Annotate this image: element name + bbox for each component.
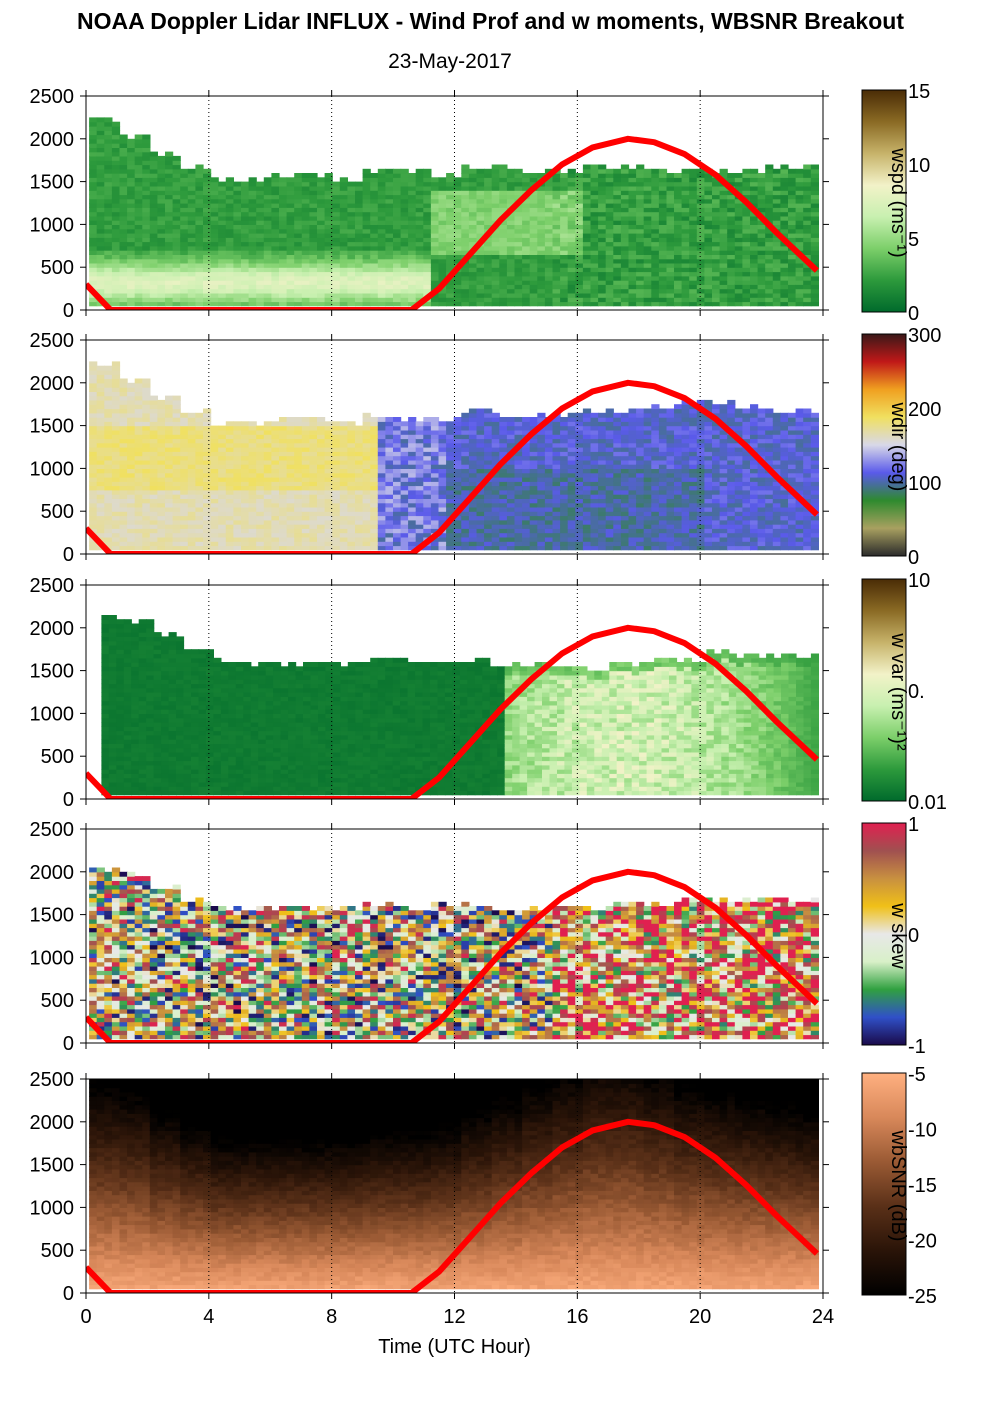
y-tick-label: 500 <box>41 746 74 768</box>
panel-5: 0 500 1000 1500 2000 2500 -25 -20 -15 -10 -5 wbSNR … <box>30 1064 937 1308</box>
panel-4: 0 500 1000 1500 2000 2500 -1 0 1 w skew <box>30 814 926 1058</box>
colorbar-tick-label: 0 <box>908 925 919 947</box>
colorbar-tick-label: 10 <box>908 155 930 177</box>
y-tick-label: 2000 <box>30 618 75 640</box>
panel-3-heatmap <box>101 615 819 796</box>
colorbar-label: wdir (deg) <box>887 402 909 492</box>
y-tick-label: 0 <box>63 544 74 566</box>
y-tick-label: 2000 <box>30 129 75 151</box>
colorbar-label: w skew <box>887 902 909 969</box>
panel-1: 0 500 1000 1500 2000 2500 0 5 10 15 wspd (ms⁻¹) <box>30 81 931 325</box>
overlay-curve <box>86 379 819 554</box>
colorbar-2 <box>861 333 907 557</box>
panel-4-heatmap <box>89 867 819 1040</box>
colorbar-tick-label: 100 <box>908 473 941 495</box>
colorbar-tick-label: 300 <box>908 325 941 347</box>
panel-3: 0 500 1000 1500 2000 2500 0.01 0. 10 w var (ms⁻¹)… <box>30 570 947 814</box>
overlay-curve <box>86 624 819 799</box>
colorbar-3 <box>861 578 907 802</box>
y-tick-label: 0 <box>63 789 74 811</box>
colorbar-tick-label: -10 <box>908 1120 937 1142</box>
colorbar-tick-label: -20 <box>908 1231 937 1253</box>
figure-subtitle: 23-May-2017 <box>388 50 512 73</box>
x-axis-label: Time (UTC Hour) <box>378 1336 531 1358</box>
colorbar-tick-label: 15 <box>908 81 930 103</box>
colorbar-tick-label: 5 <box>908 229 919 251</box>
colorbar-tick-label: -5 <box>908 1064 926 1086</box>
x-tick-label: 24 <box>812 1306 834 1328</box>
colorbar-tick-label: 10 <box>908 570 930 592</box>
y-tick-label: 1500 <box>30 661 75 683</box>
colorbar-5 <box>861 1072 907 1296</box>
overlay-curve <box>86 135 819 310</box>
y-tick-label: 0 <box>63 1283 74 1305</box>
y-tick-label: 1000 <box>30 703 75 725</box>
y-tick-label: 1500 <box>30 905 75 927</box>
y-tick-label: 0 <box>63 1033 74 1055</box>
y-tick-label: 2500 <box>30 330 75 352</box>
colorbar-tick-label: 200 <box>908 399 941 421</box>
x-tick-label: 8 <box>326 1306 337 1328</box>
overlay-curve <box>86 1118 819 1293</box>
y-tick-label: 500 <box>41 501 74 523</box>
panel-5-heatmap <box>89 1079 819 1290</box>
colorbar-tick-label: -25 <box>908 1286 937 1308</box>
y-tick-label: 1000 <box>30 214 75 236</box>
y-tick-label: 2000 <box>30 373 75 395</box>
colorbar-4 <box>861 822 907 1046</box>
y-tick-label: 1000 <box>30 1197 75 1219</box>
colorbar-tick-label: 0.01 <box>908 792 947 814</box>
x-tick-label: 16 <box>566 1306 588 1328</box>
y-tick-label: 2500 <box>30 86 75 108</box>
x-tick-label: 4 <box>203 1306 214 1328</box>
y-tick-label: 1500 <box>30 1155 75 1177</box>
y-tick-label: 1000 <box>30 458 75 480</box>
x-tick-label: 0 <box>80 1306 91 1328</box>
colorbar-tick-label: 0 <box>908 547 919 569</box>
colorbar-tick-label: 0. <box>908 681 925 703</box>
y-tick-label: 1000 <box>30 947 75 969</box>
y-tick-label: 500 <box>41 257 74 279</box>
y-tick-label: 500 <box>41 990 74 1012</box>
figure-title: NOAA Doppler Lidar INFLUX - Wind Prof an… <box>77 8 904 34</box>
y-tick-label: 2500 <box>30 575 75 597</box>
colorbar-label: wspd (ms⁻¹) <box>887 147 909 257</box>
y-tick-label: 2000 <box>30 1112 75 1134</box>
colorbar-tick-label: 0 <box>908 303 919 325</box>
x-tick-label: 12 <box>443 1306 465 1328</box>
colorbar-1 <box>861 89 907 313</box>
y-tick-label: 2500 <box>30 819 75 841</box>
colorbar-tick-label: -15 <box>908 1175 937 1197</box>
y-tick-label: 2500 <box>30 1069 75 1091</box>
y-tick-label: 1500 <box>30 172 75 194</box>
x-tick-label: 20 <box>689 1306 711 1328</box>
panel-2: 0 500 1000 1500 2000 2500 0 100 200 300 wdir (deg) <box>30 325 942 569</box>
colorbar-tick-label: -1 <box>908 1036 926 1058</box>
overlay-curve <box>86 868 819 1043</box>
colorbar-tick-label: 1 <box>908 814 919 836</box>
panel-1-heatmap <box>89 117 819 307</box>
colorbar-label: wbSNR (dB) <box>887 1129 909 1241</box>
colorbar-label: w var (ms⁻¹)² <box>887 632 909 751</box>
panel-2-heatmap <box>89 361 819 551</box>
y-tick-label: 1500 <box>30 416 75 438</box>
y-tick-label: 2000 <box>30 862 75 884</box>
y-tick-label: 0 <box>63 300 74 322</box>
y-tick-label: 500 <box>41 1240 74 1262</box>
